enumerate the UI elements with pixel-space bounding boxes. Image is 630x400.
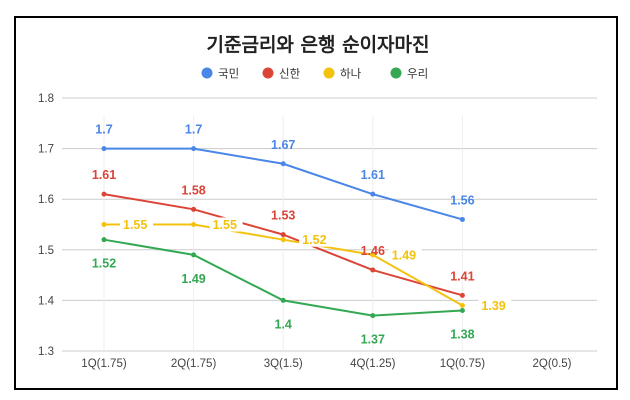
data-point bbox=[191, 222, 197, 227]
legend-label-1: 신한 bbox=[279, 67, 301, 81]
x-tick-label: 1Q(0.75) bbox=[440, 358, 486, 370]
data-label: 1.4 bbox=[275, 317, 292, 331]
data-label: 1.58 bbox=[181, 183, 205, 197]
data-label-bg bbox=[299, 232, 333, 247]
data-point bbox=[370, 267, 376, 273]
data-point bbox=[101, 191, 107, 197]
data-point bbox=[101, 146, 107, 152]
y-axis: 1.3 1.4 1.5 1.6 1.7 1.8 bbox=[38, 93, 55, 358]
x-tick-label: 3Q(1.5) bbox=[264, 358, 303, 370]
data-point bbox=[459, 292, 465, 298]
data-label: 1.53 bbox=[271, 209, 295, 223]
legend-marker-3 bbox=[390, 67, 402, 79]
data-label: 1.61 bbox=[92, 168, 116, 182]
data-point bbox=[280, 232, 286, 238]
data-point bbox=[191, 252, 197, 258]
data-point bbox=[280, 237, 286, 243]
data-label: 1.49 bbox=[392, 248, 416, 262]
data-point bbox=[101, 222, 107, 227]
legend-label-3: 우리 bbox=[407, 67, 428, 81]
data-label: 1.55 bbox=[213, 218, 237, 232]
data-label: 1.61 bbox=[361, 168, 385, 182]
y-tick-label: 1.3 bbox=[38, 346, 54, 358]
data-point bbox=[370, 252, 376, 258]
data-point bbox=[370, 191, 376, 197]
data-label: 1.52 bbox=[92, 257, 116, 271]
x-tick-label: 4Q(1.25) bbox=[350, 358, 396, 370]
x-tick-label: 2Q(0.5) bbox=[533, 358, 572, 370]
x-axis: 1Q(1.75) 2Q(1.75) 3Q(1.5) 4Q(1.25) 1Q(0.75) 2… bbox=[81, 358, 571, 370]
data-point bbox=[191, 146, 197, 152]
series-group bbox=[101, 146, 465, 319]
data-point bbox=[459, 216, 465, 222]
legend-marker-2 bbox=[323, 67, 335, 79]
legend-marker-0 bbox=[201, 67, 213, 79]
data-label: 1.38 bbox=[450, 328, 474, 342]
data-label-bg bbox=[388, 247, 422, 262]
data-point bbox=[459, 302, 465, 308]
data-point bbox=[101, 237, 107, 243]
data-label: 1.52 bbox=[302, 233, 326, 247]
legend-label-0: 국민 bbox=[218, 67, 239, 81]
legend-label-2: 하나 bbox=[340, 67, 362, 81]
y-tick-label: 1.4 bbox=[38, 295, 55, 307]
x-tick-label: 1Q(1.75) bbox=[81, 358, 127, 370]
data-label: 1.67 bbox=[271, 138, 295, 152]
chart-title: 기준금리와 은행 순이자마진 bbox=[207, 34, 430, 56]
data-label: 1.37 bbox=[361, 333, 385, 347]
data-point bbox=[459, 308, 465, 314]
y-tick-label: 1.8 bbox=[38, 93, 54, 105]
data-label: 1.7 bbox=[95, 123, 112, 137]
data-point bbox=[370, 313, 376, 319]
data-label: 1.49 bbox=[181, 272, 205, 286]
data-point bbox=[280, 297, 286, 303]
y-tick-label: 1.6 bbox=[38, 194, 54, 206]
data-labels: 1.7 1.7 1.67 1.61 1.56 1.61 1.58 1.53 1.46 1.41 1.… bbox=[92, 123, 512, 347]
data-point bbox=[280, 161, 286, 167]
data-label: 1.39 bbox=[481, 299, 505, 313]
data-label: 1.46 bbox=[361, 244, 385, 258]
data-point bbox=[191, 206, 197, 212]
data-label-bg bbox=[120, 217, 153, 232]
data-label: 1.56 bbox=[450, 193, 474, 207]
chart-frame bbox=[14, 16, 618, 390]
legend: 국민 신한 하나 우리 bbox=[201, 67, 428, 81]
legend-marker-1 bbox=[262, 67, 274, 79]
data-label-bg bbox=[478, 298, 512, 313]
data-label: 1.41 bbox=[450, 269, 474, 283]
data-label: 1.55 bbox=[123, 218, 147, 232]
y-tick-label: 1.7 bbox=[38, 144, 54, 156]
data-label: 1.7 bbox=[185, 123, 202, 137]
x-tick-label: 2Q(1.75) bbox=[171, 358, 217, 370]
y-tick-label: 1.5 bbox=[38, 245, 54, 257]
data-label-bg bbox=[209, 217, 243, 232]
